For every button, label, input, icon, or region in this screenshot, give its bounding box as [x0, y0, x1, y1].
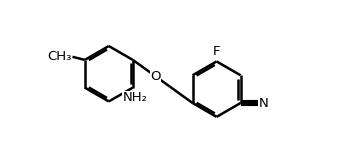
Text: N: N	[258, 97, 268, 110]
Text: O: O	[150, 70, 161, 83]
Text: NH₂: NH₂	[122, 91, 147, 104]
Text: CH₃: CH₃	[47, 50, 72, 63]
Text: F: F	[213, 45, 220, 58]
